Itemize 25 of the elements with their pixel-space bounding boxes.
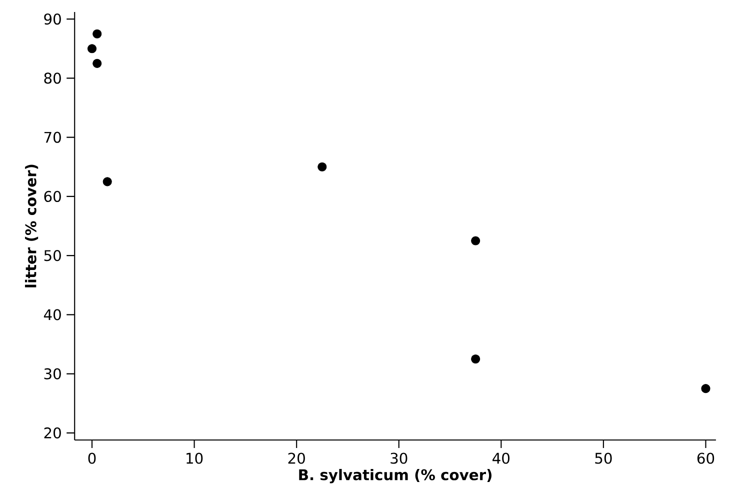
point (318, 162, 327, 172)
x-tick-label: 50 (595, 452, 612, 464)
y-axis-title: litter (% cover) (25, 164, 38, 288)
y-tick-label: 90 (44, 14, 61, 25)
point (102, 177, 112, 186)
x-tick-label: 20 (288, 452, 305, 464)
y-tick-label: 20 (44, 427, 61, 438)
point (92, 29, 102, 38)
y-tick-label: 30 (44, 368, 61, 380)
point (87, 44, 97, 54)
point (471, 354, 480, 364)
y-tick-label: 70 (44, 132, 61, 143)
x-axis-title: B. sylvaticum (% cover) (299, 468, 492, 484)
point (471, 236, 480, 246)
y-tick-label: 60 (44, 190, 61, 202)
x-tick-label: 0 (88, 452, 96, 464)
x-tick-label: 30 (390, 452, 408, 464)
point (92, 58, 102, 68)
y-tick-label: 50 (44, 250, 61, 262)
x-tick-label: 60 (697, 452, 714, 464)
point (701, 384, 710, 394)
x-tick-label: 10 (186, 452, 203, 464)
y-tick-label: 80 (44, 72, 61, 84)
x-tick-label: 40 (492, 452, 510, 464)
y-tick-label: 40 (44, 309, 61, 320)
